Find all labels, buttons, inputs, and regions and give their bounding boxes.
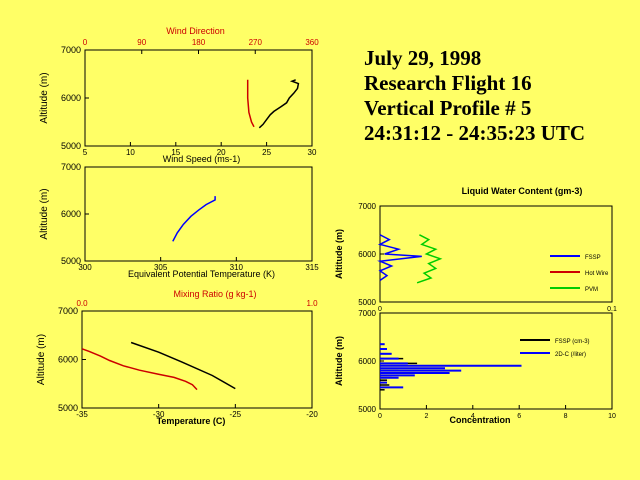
conc-xtick-label: 10	[608, 413, 616, 420]
temp-series-temperature	[130, 341, 236, 390]
wind-toptick-label: 180	[192, 38, 206, 47]
conc-ytick-label: 7000	[358, 309, 376, 318]
lwc-xtick-label: 0	[378, 306, 382, 313]
theta-ytick-label: 6000	[61, 209, 81, 219]
temp-title: Mixing Ratio (g kg-1)	[173, 289, 256, 299]
conc-xtick-label: 8	[564, 413, 568, 420]
temp-toptick-label: 0.0	[76, 299, 88, 308]
lwc-ytick-label: 5000	[358, 298, 376, 307]
temp-xtick-label: -30	[153, 410, 165, 419]
theta-xtick-label: 310	[230, 263, 244, 272]
wind-xtick-label: 25	[262, 148, 271, 157]
lwc-title: Liquid Water Content (gm-3)	[462, 186, 583, 196]
theta-xlabel: Equivalent Potential Temperature (K)	[128, 269, 275, 279]
conc-legend-label: FSSP (cm-3)	[555, 339, 590, 345]
temp-toptick-label: 1.0	[306, 299, 318, 308]
conc-xtick-label: 2	[424, 413, 428, 420]
header-date: July 29, 1998	[364, 46, 482, 70]
conc-legend-label: 2D-C (/liter)	[555, 352, 586, 358]
conc-xtick-label: 4	[471, 413, 475, 420]
wind-series-wind-direction	[246, 79, 255, 128]
wind-toptick-label: 0	[83, 38, 88, 47]
wind-plot-frame	[84, 49, 313, 147]
header-flight: Research Flight 16	[364, 71, 532, 95]
theta-xtick-label: 315	[305, 263, 319, 272]
theta-plot-frame	[84, 166, 313, 262]
wind-ytick-label: 7000	[61, 45, 81, 55]
lwc-legend-label: PVM	[585, 287, 598, 293]
theta-series-theta-e	[172, 196, 216, 242]
wind-toptick-label: 90	[137, 38, 146, 47]
header-time: 24:31:12 - 24:35:23 UTC	[364, 121, 586, 145]
temp-xtick-label: -35	[76, 410, 88, 419]
temp-xtick-label: -20	[306, 410, 318, 419]
theta-ytick-label: 7000	[61, 162, 81, 172]
conc-plot-frame	[379, 312, 613, 410]
wind-toptick-label: 270	[249, 38, 263, 47]
temp-ylabel: Altitude (m)	[36, 334, 47, 385]
lwc-ytick-label: 6000	[358, 250, 376, 259]
temp-xlabel: Temperature (C)	[157, 416, 226, 426]
wind-xtick-label: 15	[171, 148, 180, 157]
lwc-xtick-label: 0.1	[607, 306, 617, 313]
lwc-series-pvm	[416, 234, 443, 284]
temp-series-mixing-ratio	[81, 348, 198, 391]
theta-ylabel: Altitude (m)	[39, 188, 50, 239]
theta-xtick-label: 300	[78, 263, 92, 272]
temp-ytick-label: 6000	[58, 355, 78, 365]
flight-header: July 29, 1998 Research Flight 16 Vertica…	[364, 46, 585, 146]
wind-ytick-label: 5000	[61, 141, 81, 151]
wind-xtick-label: 5	[83, 148, 88, 157]
conc-ylabel: Altitude (m)	[334, 336, 344, 386]
temp-plot-frame	[81, 310, 313, 409]
lwc-legend-label: Hot Wire	[585, 271, 609, 277]
conc-xlabel: Concentration	[449, 415, 510, 425]
header-profile: Vertical Profile # 5	[364, 96, 532, 120]
wind-xtick-label: 30	[308, 148, 317, 157]
theta-xtick-label: 305	[154, 263, 168, 272]
temp-xtick-label: -25	[230, 410, 242, 419]
conc-xtick-label: 6	[517, 413, 521, 420]
lwc-series-fssp	[377, 234, 422, 282]
wind-series-wind-speed	[258, 79, 300, 129]
wind-toptick-label: 360	[305, 38, 319, 47]
conc-ytick-label: 5000	[358, 405, 376, 414]
wind-ytick-label: 6000	[61, 93, 81, 103]
lwc-legend-label: FSSP	[585, 255, 601, 261]
wind-xtick-label: 10	[126, 148, 135, 157]
temp-ytick-label: 5000	[58, 403, 78, 413]
temp-ytick-label: 7000	[58, 306, 78, 316]
wind-xlabel: Wind Speed (ms-1)	[163, 154, 241, 164]
conc-xtick-label: 0	[378, 413, 382, 420]
wind-xtick-label: 20	[217, 148, 226, 157]
lwc-ylabel: Altitude (m)	[334, 229, 344, 279]
theta-ytick-label: 5000	[61, 256, 81, 266]
wind-title: Wind Direction	[166, 26, 225, 36]
wind-ylabel: Altitude (m)	[39, 72, 50, 123]
conc-ytick-label: 6000	[358, 357, 376, 366]
lwc-ytick-label: 7000	[358, 202, 376, 211]
